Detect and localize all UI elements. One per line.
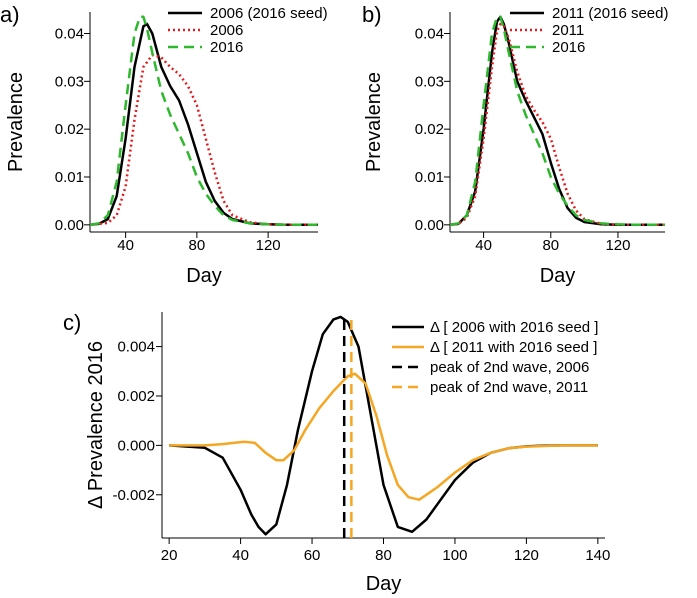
series-line-3 — [449, 15, 665, 227]
panel-label: a) — [0, 2, 20, 27]
x-tick-label: 20 — [161, 547, 178, 564]
y-axis-title: Prevalence — [363, 72, 385, 172]
legend-entry-4: peak of 2nd wave, 2011 — [430, 379, 588, 396]
y-tick-label: 0.04 — [415, 26, 444, 43]
series-line-2 — [449, 22, 665, 227]
series-line-2 — [89, 53, 318, 227]
legend-entry-2: 2011 — [552, 22, 584, 39]
x-tick-label: 60 — [304, 547, 321, 564]
legend-entry-2: 2006 — [210, 22, 243, 39]
x-tick-label: 80 — [375, 547, 392, 564]
y-tick-label: 0.03 — [55, 73, 84, 90]
y-axis-title: Δ Prevalence 2016 — [85, 341, 107, 509]
legend-entry-3: peak of 2nd wave, 2006 — [430, 359, 589, 376]
series-line-3 — [89, 15, 318, 227]
series-line-1 — [89, 22, 318, 227]
x-tick-label: 40 — [117, 237, 134, 254]
x-tick-label: 80 — [189, 237, 206, 254]
x-tick-label: 140 — [585, 547, 610, 564]
x-axis-title: Day — [366, 573, 402, 595]
y-tick-label: 0.01 — [55, 169, 84, 186]
y-tick-label: 0.01 — [415, 169, 444, 186]
x-axis-title: Day — [186, 265, 222, 287]
panel-label: c) — [63, 310, 81, 335]
x-tick-label: 80 — [542, 237, 559, 254]
y-tick-label: 0.04 — [55, 26, 84, 43]
x-tick-label: 40 — [232, 547, 249, 564]
x-tick-label: 120 — [514, 547, 539, 564]
x-tick-label: 120 — [605, 237, 630, 254]
y-tick-label: 0.002 — [117, 388, 155, 405]
panel-label: b) — [362, 2, 382, 27]
y-tick-label: 0.02 — [55, 121, 84, 138]
y-tick-label: 0.000 — [117, 437, 155, 454]
legend-entry-1: Δ [ 2006 with 2016 seed ] — [430, 319, 598, 336]
legend-entry-1: 2006 (2016 seed) — [210, 5, 328, 22]
series-line-1 — [449, 15, 665, 227]
y-tick-label: 0.00 — [55, 217, 84, 234]
series-line-2 — [169, 372, 598, 501]
x-tick-label: 120 — [256, 237, 281, 254]
y-tick-label: -0.002 — [112, 487, 155, 504]
panel-c: c) 20 40 60 80 100 120 140 -0.002 0.000 0.002 0.004… — [63, 310, 610, 595]
legend-entry-3: 2016 — [552, 39, 585, 56]
y-tick-label: 0.00 — [415, 217, 444, 234]
legend-entry-3: 2016 — [210, 39, 243, 56]
y-tick-label: 0.004 — [117, 339, 155, 356]
legend-entry-2: Δ [ 2011 with 2016 seed ] — [430, 339, 597, 356]
x-tick-label: 40 — [475, 237, 492, 254]
panel-b: b) 40 80 120 0.00 0.01 0.02 0.03 0.04 Day Prevalen… — [362, 2, 668, 287]
x-tick-label: 100 — [442, 547, 467, 564]
legend-entry-1: 2011 (2016 seed) — [552, 5, 668, 22]
panel-a: a) 40 80 120 0.00 0.01 0.02 0.03 0.04 Day Prevalen… — [0, 2, 328, 287]
x-axis-title: Day — [540, 265, 576, 287]
y-tick-label: 0.02 — [415, 121, 444, 138]
y-axis-title: Prevalence — [5, 72, 27, 172]
y-tick-label: 0.03 — [415, 73, 444, 90]
